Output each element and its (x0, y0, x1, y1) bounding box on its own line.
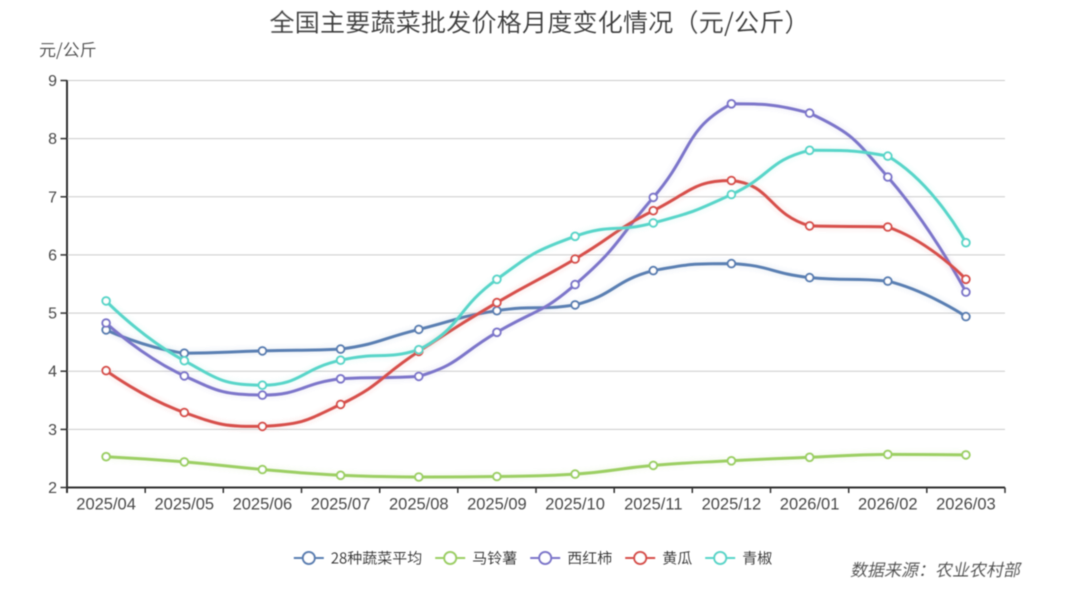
svg-text:6: 6 (48, 247, 57, 264)
svg-text:9: 9 (48, 73, 57, 90)
svg-text:2026/02: 2026/02 (858, 496, 918, 514)
svg-text:2026/03: 2026/03 (936, 496, 996, 514)
svg-text:2025/04: 2025/04 (76, 496, 136, 514)
svg-text:2025/09: 2025/09 (467, 496, 527, 514)
svg-text:2025/07: 2025/07 (311, 496, 371, 514)
svg-text:2025/06: 2025/06 (233, 496, 293, 514)
svg-text:2025/05: 2025/05 (154, 496, 214, 514)
svg-text:4: 4 (48, 364, 57, 381)
svg-text:8: 8 (48, 131, 57, 148)
svg-text:2: 2 (48, 480, 57, 497)
svg-text:2025/10: 2025/10 (545, 496, 605, 514)
svg-text:7: 7 (48, 189, 57, 206)
svg-text:2025/11: 2025/11 (624, 496, 682, 514)
svg-text:3: 3 (48, 422, 57, 439)
svg-text:2026/01: 2026/01 (780, 496, 840, 514)
svg-text:2025/08: 2025/08 (389, 496, 449, 514)
svg-text:5: 5 (48, 306, 57, 323)
svg-text:2025/12: 2025/12 (702, 496, 762, 514)
